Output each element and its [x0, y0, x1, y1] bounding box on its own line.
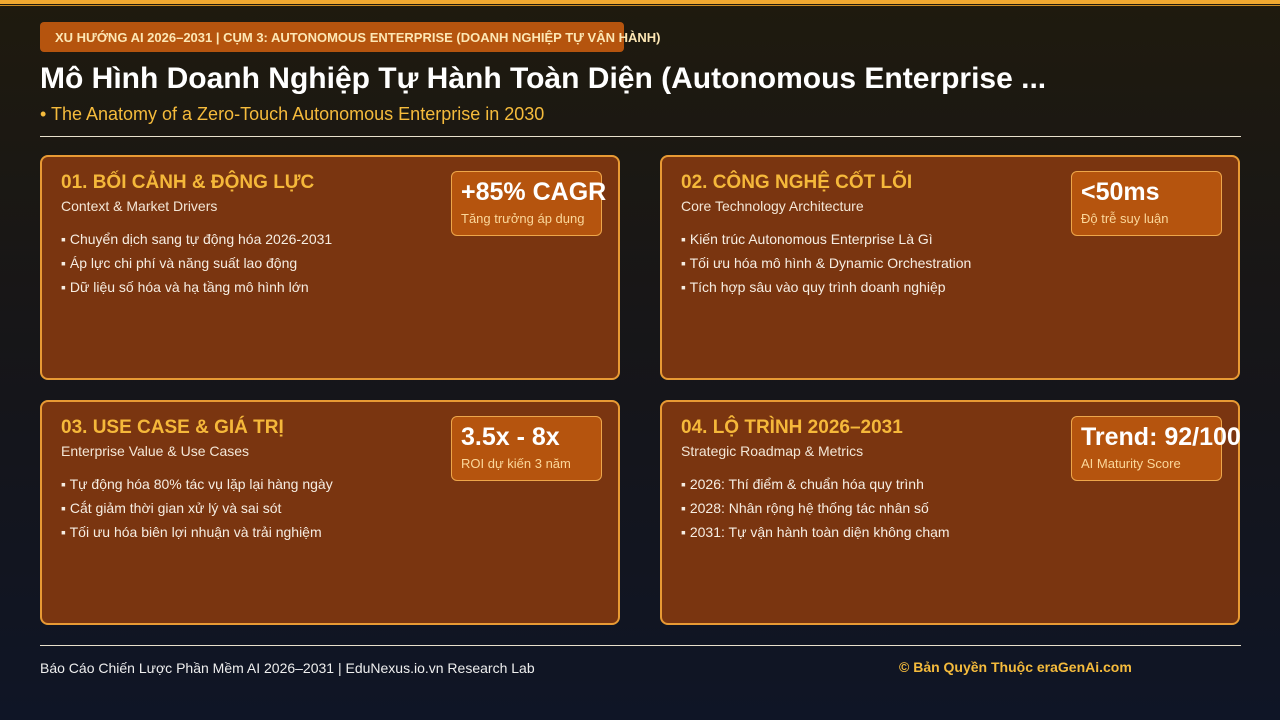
top-accent-bar [0, 0, 1280, 4]
bullet-item: ▪ 2028: Nhân rộng hệ thống tác nhân số [681, 500, 929, 516]
card-use-case: 03. USE CASE & GIÁ TRỊ Enterprise Value … [40, 400, 620, 625]
metric-label: Tăng trưởng áp dụng [461, 211, 585, 226]
card-title: 04. LỘ TRÌNH 2026–2031 [681, 417, 903, 438]
card-subtitle: Context & Market Drivers [61, 198, 218, 214]
bullet-list: ▪ Kiến trúc Autonomous Enterprise Là Gì … [681, 227, 971, 299]
metric-value: <50ms [1081, 178, 1160, 206]
top-accent-line [0, 5, 1280, 6]
bullet-item: ▪ 2031: Tự vận hành toàn diện không chạm [681, 524, 950, 540]
bullet-item: ▪ Tự động hóa 80% tác vụ lặp lại hàng ng… [61, 476, 333, 492]
section-tag: XU HƯỚNG AI 2026–2031 | CỤM 3: AUTONOMOU… [40, 22, 661, 52]
metric-badge: 3.5x - 8x ROI dự kiến 3 năm [451, 416, 602, 481]
bullet-item: ▪ Tối ưu hóa biên lợi nhuận và trải nghi… [61, 524, 322, 540]
metric-value: Trend: 92/100 [1081, 423, 1241, 451]
page-title: Mô Hình Doanh Nghiệp Tự Hành Toàn Diện (… [40, 62, 1047, 95]
bullet-item: ▪ Kiến trúc Autonomous Enterprise Là Gì [681, 231, 933, 247]
bullet-item: ▪ Chuyển dịch sang tự động hóa 2026-2031 [61, 231, 333, 247]
bullet-item: ▪ Cắt giảm thời gian xử lý và sai sót [61, 500, 282, 516]
footer-source: Báo Cáo Chiến Lược Phần Mềm AI 2026–2031… [40, 660, 535, 676]
card-subtitle: Strategic Roadmap & Metrics [681, 443, 864, 459]
metric-badge: Trend: 92/100 AI Maturity Score [1071, 416, 1241, 481]
bullet-list: ▪ Tự động hóa 80% tác vụ lặp lại hàng ng… [61, 472, 333, 544]
header-divider [40, 136, 1241, 137]
bullet-item: ▪ 2026: Thí điểm & chuẩn hóa quy trình [681, 476, 924, 492]
metric-value: +85% CAGR [461, 178, 607, 206]
card-subtitle: Core Technology Architecture [681, 198, 864, 214]
metric-badge: <50ms Độ trễ suy luận [1071, 171, 1222, 236]
bullet-item: ▪ Áp lực chi phí và năng suất lao động [61, 255, 298, 271]
metric-badge: +85% CAGR Tăng trưởng áp dụng [451, 171, 606, 236]
card-technology: 02. CÔNG NGHỆ CỐT LÕI Core Technology Ar… [660, 155, 1240, 380]
bullet-item: ▪ Tích hợp sâu vào quy trình doanh nghiệ… [681, 279, 946, 295]
bullet-list: ▪ 2026: Thí điểm & chuẩn hóa quy trình ▪… [681, 472, 950, 544]
metric-label: Độ trễ suy luận [1081, 211, 1169, 226]
bullet-list: ▪ Chuyển dịch sang tự động hóa 2026-2031… [61, 227, 332, 299]
footer-copyright: © Bản Quyền Thuộc eraGenAi.com [899, 659, 1132, 675]
bullet-item: ▪ Tối ưu hóa mô hình & Dynamic Orchestra… [681, 255, 972, 271]
bullet-item: ▪ Dữ liệu số hóa và hạ tầng mô hình lớn [61, 279, 309, 295]
card-roadmap: 04. LỘ TRÌNH 2026–2031 Strategic Roadmap… [660, 400, 1241, 625]
metric-label: ROI dự kiến 3 năm [461, 456, 571, 471]
card-title: 02. CÔNG NGHỆ CỐT LÕI [681, 172, 913, 193]
card-context: 01. BỐI CẢNH & ĐỘNG LỰC Context & Market… [40, 155, 620, 380]
card-subtitle: Enterprise Value & Use Cases [61, 443, 250, 459]
metric-label: AI Maturity Score [1081, 456, 1181, 471]
card-title: 03. USE CASE & GIÁ TRỊ [61, 417, 284, 438]
footer-divider [40, 645, 1241, 646]
page-subtitle: • The Anatomy of a Zero-Touch Autonomous… [40, 104, 545, 124]
metric-value: 3.5x - 8x [461, 423, 560, 451]
card-title: 01. BỐI CẢNH & ĐỘNG LỰC [61, 172, 315, 193]
